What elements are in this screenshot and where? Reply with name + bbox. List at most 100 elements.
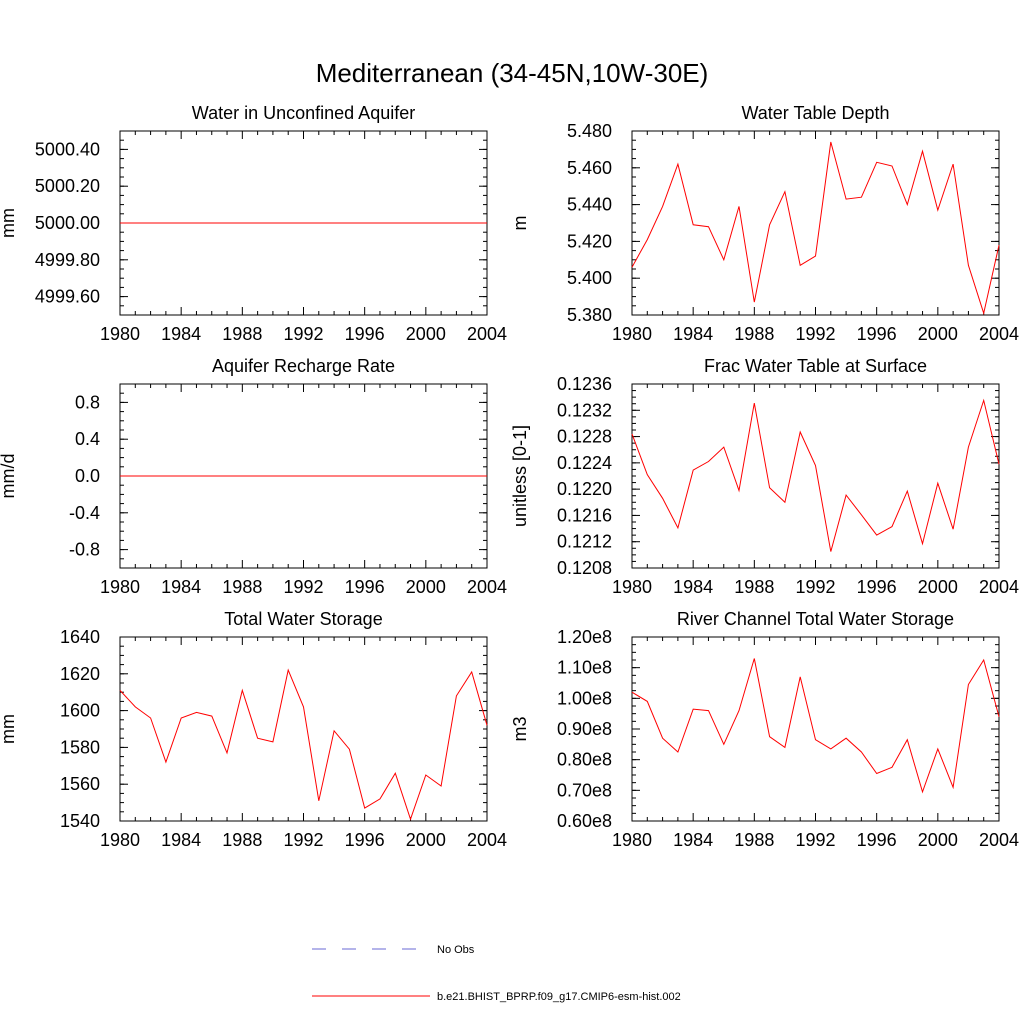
x-tick-label: 1996: [857, 830, 897, 850]
y-tick-label: 4999.80: [35, 250, 100, 270]
x-tick-label: 1996: [857, 324, 897, 344]
x-tick-label: 1980: [100, 324, 140, 344]
y-tick-label: 1.20e8: [557, 627, 612, 647]
y-tick-label: 1.10e8: [557, 658, 612, 678]
y-tick-label: 5.440: [567, 195, 612, 215]
panel-6: River Channel Total Water Storage m3 1980 1…: [510, 609, 1019, 850]
x-tick-label: 1984: [161, 830, 201, 850]
panels: Water in Unconfined Aquifer mm 1980 1984 198…: [0, 103, 1019, 850]
legend-obs-label: No Obs: [437, 944, 475, 956]
panel-title: Water Table Depth: [741, 103, 889, 123]
legend: No Obs b.e21.BHIST_BPRP.f09_g17.CMIP6-es…: [312, 944, 681, 1003]
panel-title: River Channel Total Water Storage: [677, 609, 954, 629]
x-tick-label: 1992: [283, 577, 323, 597]
x-tick-label: 2000: [918, 324, 958, 344]
y-tick-label: 1640: [60, 627, 100, 647]
x-tick-label: 1988: [222, 324, 262, 344]
y-tick-label: 0.4: [75, 429, 100, 449]
x-tick-label: 2000: [406, 577, 446, 597]
y-axis-label: mm: [0, 714, 18, 744]
panel-title: Frac Water Table at Surface: [704, 356, 927, 376]
x-tick-label: 2004: [979, 830, 1019, 850]
y-tick-label: 0.1212: [557, 532, 612, 552]
panel-title: Aquifer Recharge Rate: [212, 356, 395, 376]
x-tick-label: 1984: [673, 577, 713, 597]
y-tick-label: 0.0: [75, 466, 100, 486]
x-tick-label: 1996: [345, 324, 385, 344]
x-tick-label: 1996: [345, 830, 385, 850]
series-line: [631, 398, 1000, 552]
x-tick-label: 1992: [283, 324, 323, 344]
y-tick-label: 0.60e8: [557, 811, 612, 831]
x-tick-label: 2004: [467, 577, 507, 597]
x-tick-label: 1992: [283, 830, 323, 850]
y-tick-label: 0.1236: [557, 374, 612, 394]
panel-2: Water Table Depth m 1980 1984 1988 1992 1996 20…: [510, 103, 1019, 344]
y-tick-label: 0.1228: [557, 427, 612, 447]
y-axis-label: mm: [0, 208, 18, 238]
y-tick-label: 0.1216: [557, 505, 612, 525]
x-tick-label: 2000: [406, 830, 446, 850]
figure-title: Mediterranean (34-45N,10W-30E): [316, 58, 709, 88]
y-tick-label: 5.380: [567, 305, 612, 325]
y-tick-label: 0.1208: [557, 558, 612, 578]
y-tick-label: 5000.20: [35, 176, 100, 196]
y-tick-label: 1600: [60, 701, 100, 721]
y-tick-label: 0.90e8: [557, 719, 612, 739]
x-tick-label: 2004: [467, 830, 507, 850]
y-tick-label: 5000.00: [35, 213, 100, 233]
panel-4: Frac Water Table at Surface unitless [0-1…: [510, 356, 1019, 597]
x-tick-label: 2000: [918, 830, 958, 850]
y-tick-label: 1.00e8: [557, 688, 612, 708]
y-tick-label: 0.1220: [557, 479, 612, 499]
y-axis-label: unitless [0-1]: [510, 425, 530, 527]
y-tick-label: 1560: [60, 774, 100, 794]
x-tick-label: 1980: [100, 577, 140, 597]
x-tick-label: 2004: [979, 577, 1019, 597]
panel-1: Water in Unconfined Aquifer mm 1980 1984 198…: [0, 103, 507, 344]
x-tick-label: 1992: [795, 324, 835, 344]
y-axis-label: m: [510, 216, 530, 231]
y-tick-label: -0.8: [69, 540, 100, 560]
y-tick-label: 0.8: [75, 392, 100, 412]
series-line: [631, 141, 1000, 316]
panel-title: Total Water Storage: [224, 609, 382, 629]
y-tick-label: 0.1232: [557, 400, 612, 420]
x-tick-label: 1992: [795, 577, 835, 597]
series-line: [119, 668, 488, 821]
x-tick-label: 1988: [222, 830, 262, 850]
x-tick-label: 2000: [918, 577, 958, 597]
x-tick-label: 1992: [795, 830, 835, 850]
y-tick-label: -0.4: [69, 503, 100, 523]
x-tick-label: 1988: [734, 324, 774, 344]
y-tick-label: 0.80e8: [557, 750, 612, 770]
series-line: [631, 658, 1000, 794]
y-tick-label: 4999.60: [35, 287, 100, 307]
y-tick-label: 1620: [60, 664, 100, 684]
y-axis-label: mm/d: [0, 454, 18, 499]
y-tick-label: 5.480: [567, 121, 612, 141]
x-tick-label: 1980: [612, 577, 652, 597]
y-axis-label: m3: [510, 716, 530, 741]
y-tick-label: 5000.40: [35, 139, 100, 159]
x-tick-label: 1984: [161, 577, 201, 597]
x-tick-label: 1984: [673, 324, 713, 344]
y-tick-label: 5.460: [567, 158, 612, 178]
y-tick-label: 1540: [60, 811, 100, 831]
x-tick-label: 1980: [612, 830, 652, 850]
x-tick-label: 1980: [100, 830, 140, 850]
panel-5: Total Water Storage mm 1980 1984 1988 1992 199…: [0, 609, 507, 850]
x-tick-label: 1996: [345, 577, 385, 597]
y-tick-label: 1580: [60, 737, 100, 757]
x-tick-label: 1988: [222, 577, 262, 597]
x-tick-label: 2004: [467, 324, 507, 344]
x-tick-label: 2000: [406, 324, 446, 344]
y-tick-label: 0.70e8: [557, 780, 612, 800]
x-tick-label: 1984: [673, 830, 713, 850]
x-tick-label: 2004: [979, 324, 1019, 344]
panel-title: Water in Unconfined Aquifer: [192, 103, 415, 123]
legend-model-label: b.e21.BHIST_BPRP.f09_g17.CMIP6-esm-hist.…: [437, 991, 681, 1003]
y-tick-label: 5.420: [567, 231, 612, 251]
panel-3: Aquifer Recharge Rate mm/d 1980 1984 1988 199…: [0, 356, 507, 597]
